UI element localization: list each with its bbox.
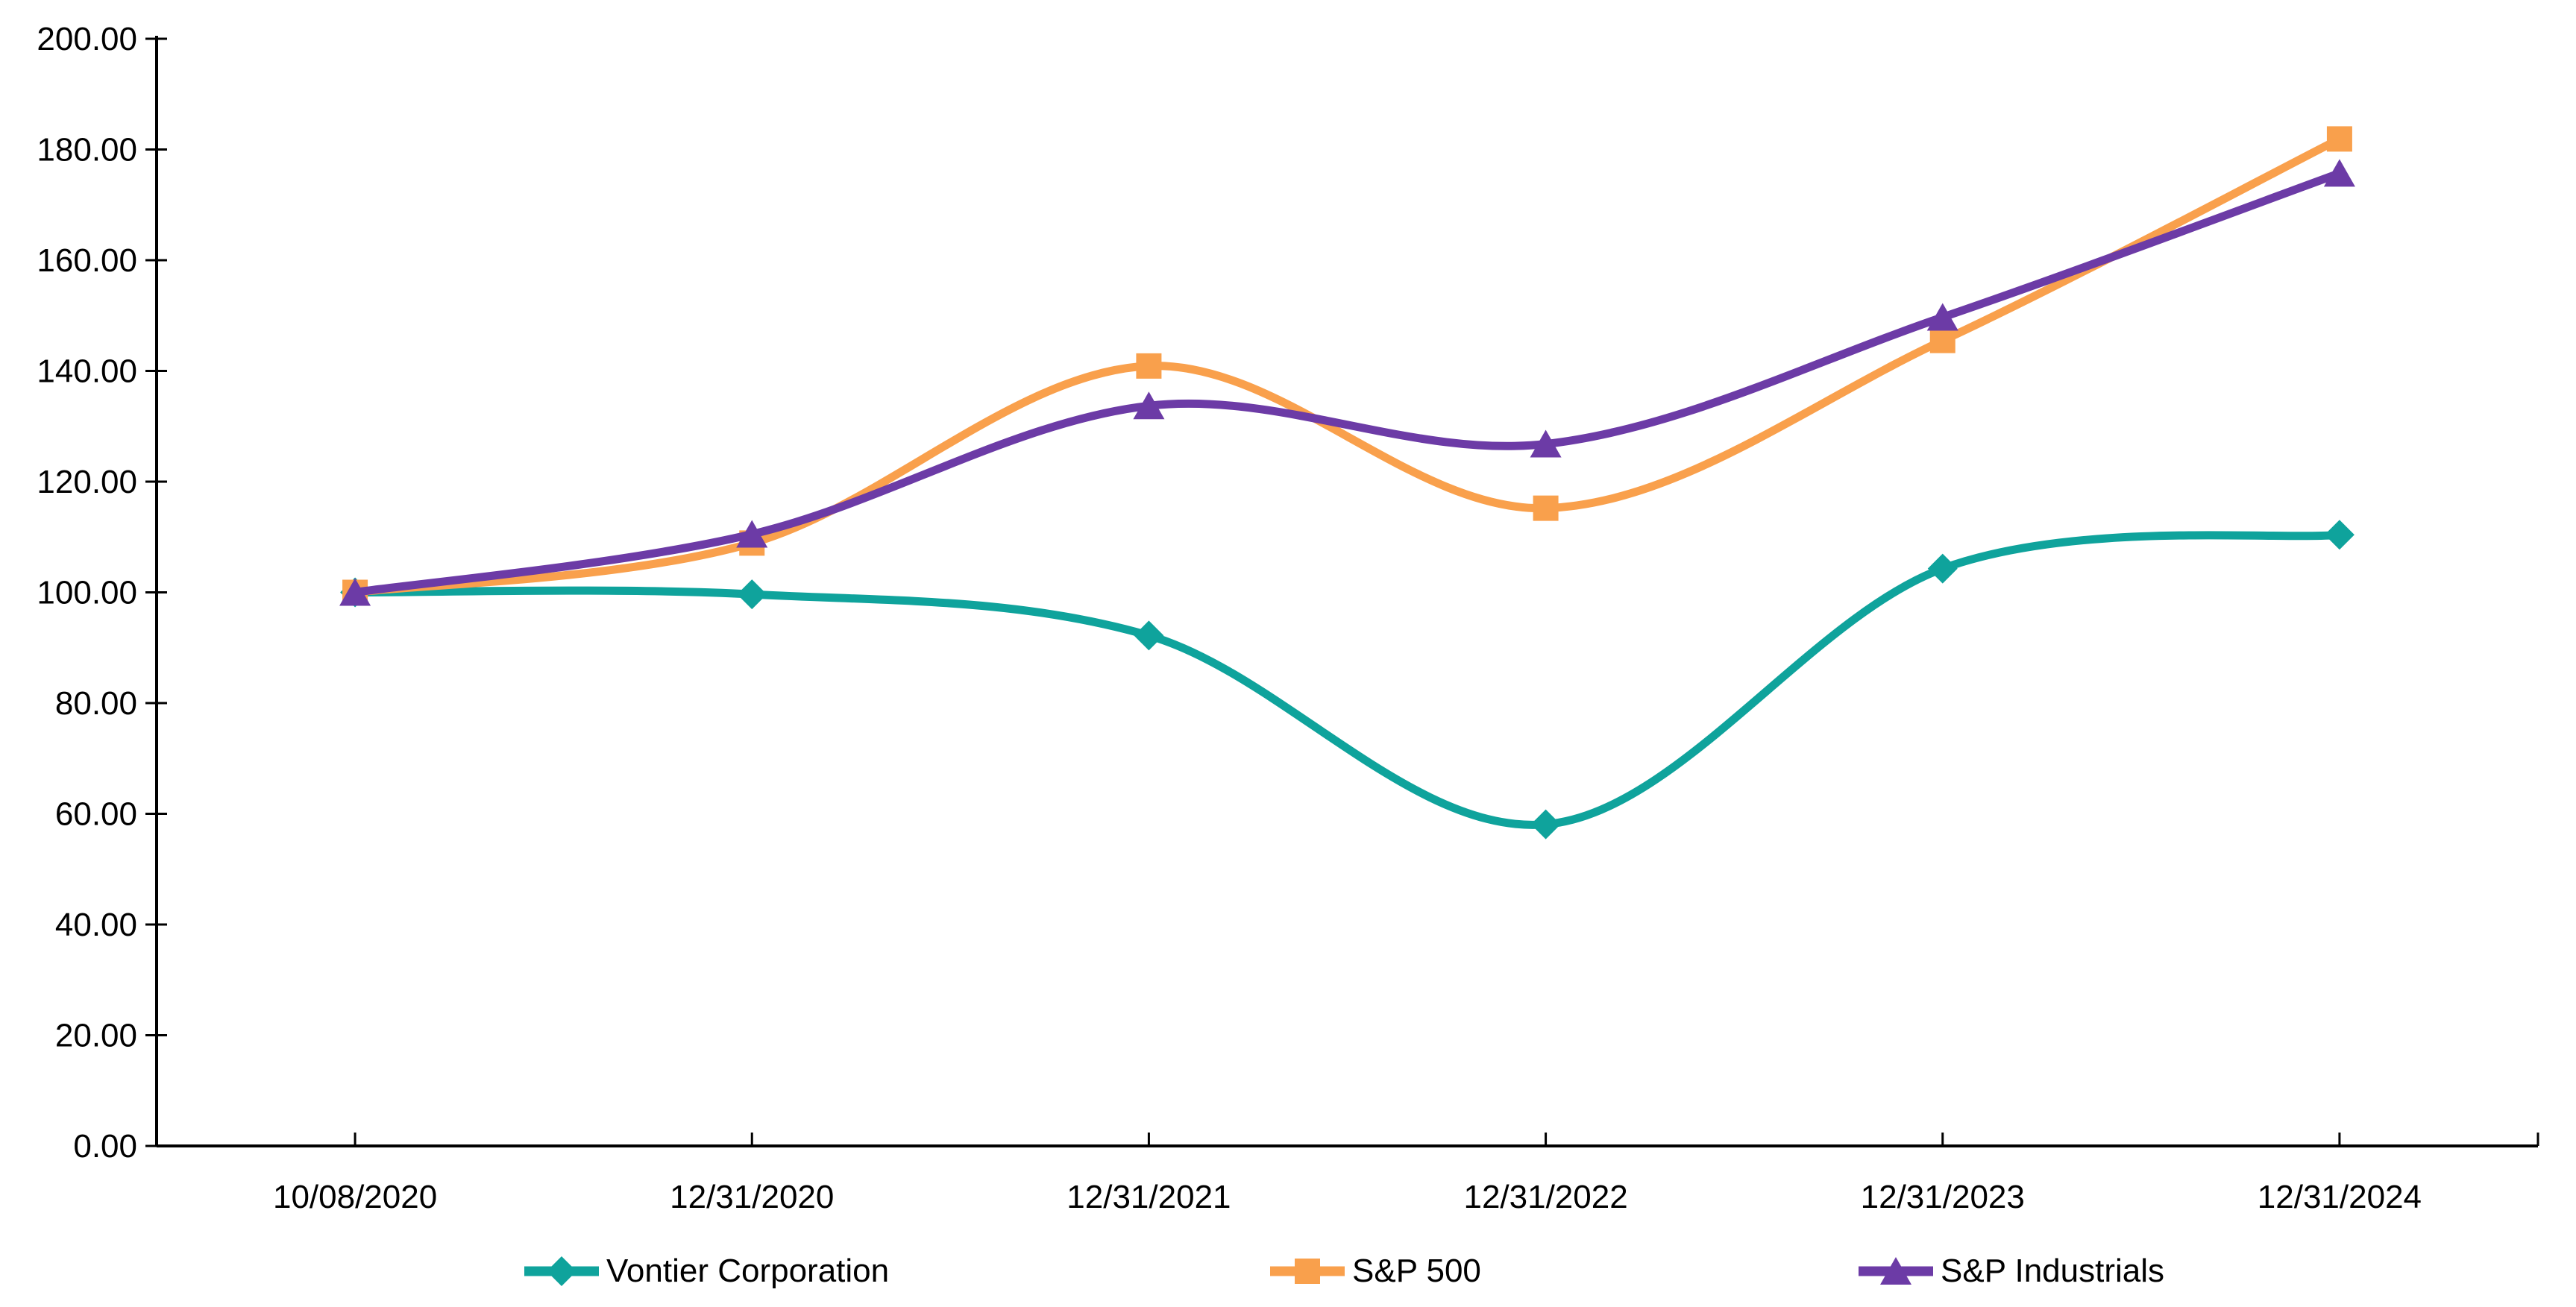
legend-item-sp-industrials: S&P Industrials: [1859, 1247, 2164, 1296]
series-line-0: [351, 530, 2344, 829]
square-marker-series-1: [1533, 495, 1559, 521]
triangle-marker-series-2: [1530, 429, 1562, 458]
square-marker-series-1: [2326, 126, 2352, 152]
legend-marker-sp-industrials-icon: [1859, 1257, 1933, 1285]
triangle-marker-series-2: [1133, 391, 1165, 420]
y-axis-tick-label: 80.00: [55, 685, 137, 722]
y-axis-tick-label: 0.00: [73, 1128, 137, 1165]
y-axis-tick-label: 120.00: [37, 464, 137, 500]
y-axis-tick-label: 140.00: [37, 353, 137, 390]
y-axis-tick-label: 180.00: [37, 132, 137, 169]
legend-label-sp-industrials: S&P Industrials: [1941, 1253, 2165, 1289]
square-marker-legend: [1295, 1259, 1320, 1284]
legend-marker-vontier-icon: [524, 1256, 599, 1286]
y-axis-tick-label: 40.00: [55, 907, 137, 943]
legend-marker-sp500-icon: [1270, 1259, 1345, 1284]
diamond-marker-legend: [547, 1256, 577, 1286]
x-axis-tick-label: 10/08/2020: [273, 1179, 437, 1215]
diamond-marker-series-0: [1530, 809, 1561, 840]
triangle-marker-series-2: [339, 578, 371, 606]
diamond-marker-series-0: [1927, 553, 1958, 584]
legend-item-vontier-corporation: Vontier Corporation: [524, 1247, 889, 1296]
x-axis-tick-label: 12/31/2024: [2258, 1179, 2422, 1215]
triangle-marker-series-2: [736, 520, 768, 548]
square-marker-series-1: [1929, 327, 1955, 353]
x-axis-tick-label: 12/31/2023: [1861, 1179, 2025, 1215]
legend-label-sp500: S&P 500: [1352, 1253, 1481, 1289]
diamond-marker-series-0: [2324, 520, 2354, 550]
square-marker-series-1: [1136, 353, 1162, 379]
legend-label-vontier-corporation: Vontier Corporation: [606, 1253, 890, 1289]
diamond-marker-series-0: [737, 579, 767, 610]
triangle-marker-series-2: [1926, 303, 1958, 331]
x-axis-tick-label: 12/31/2020: [670, 1179, 834, 1215]
y-axis-tick-label: 200.00: [37, 21, 137, 57]
series-line-1: [351, 134, 2344, 596]
series-line-2: [351, 169, 2344, 596]
y-axis-tick-label: 160.00: [37, 242, 137, 279]
triangle-marker-legend: [1880, 1257, 1911, 1285]
y-axis-tick-label: 100.00: [37, 575, 137, 611]
triangle-marker-series-2: [2323, 159, 2355, 187]
diamond-marker-series-0: [1134, 620, 1164, 651]
y-axis-tick-label: 20.00: [55, 1018, 137, 1054]
chart-legend: Vontier Corporation S&P 500 S&P Industri…: [0, 1247, 2576, 1299]
x-axis-tick-label: 12/31/2021: [1066, 1179, 1231, 1215]
x-axis-tick-label: 12/31/2022: [1463, 1179, 1627, 1215]
legend-item-sp500: S&P 500: [1270, 1247, 1481, 1296]
y-axis-tick-label: 60.00: [55, 796, 137, 833]
